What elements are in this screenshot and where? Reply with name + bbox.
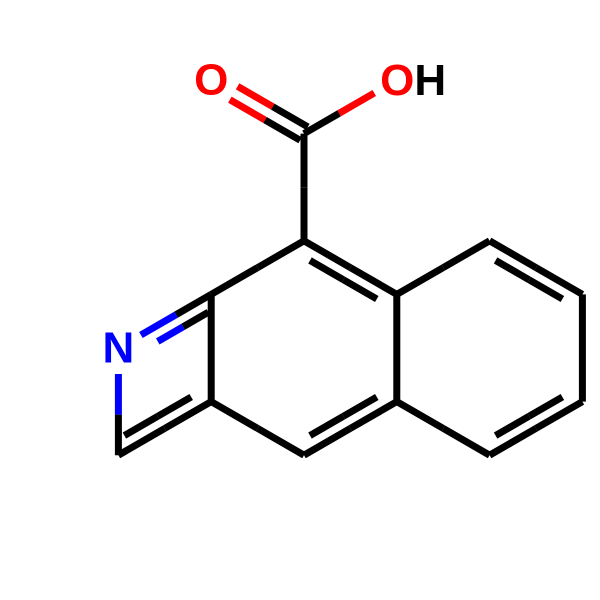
- n-atom-label: N: [103, 324, 135, 373]
- molecule-diagram: N O OH: [0, 0, 600, 600]
- hydroxyl-label: OH: [380, 56, 446, 105]
- o-atom-label: O: [194, 56, 228, 105]
